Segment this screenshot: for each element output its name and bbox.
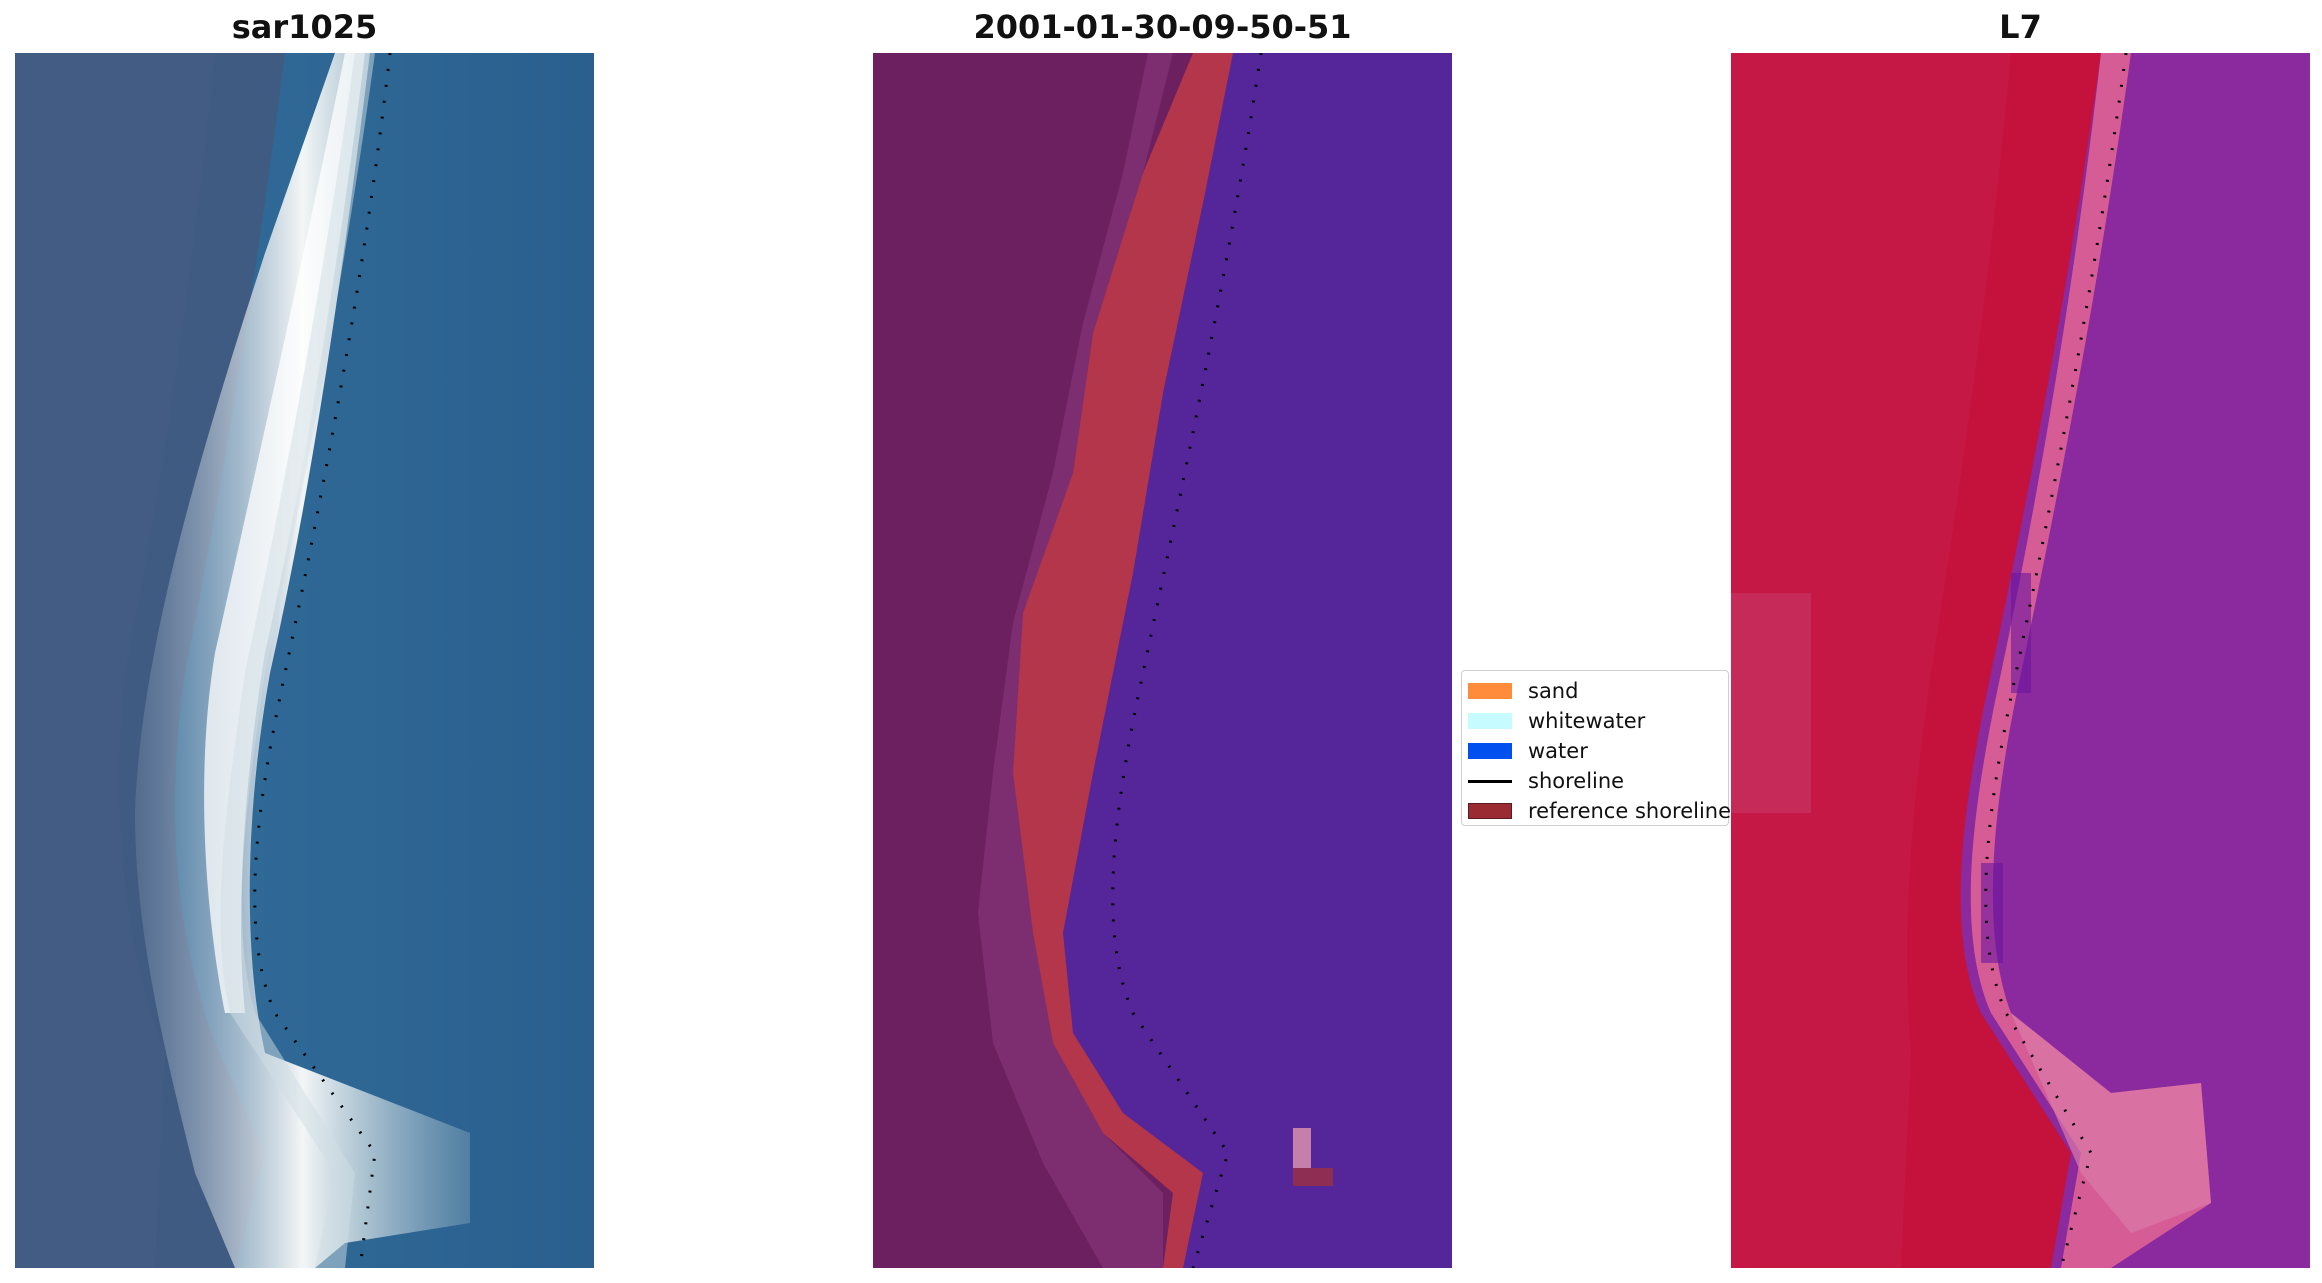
legend-swatch-shoreline — [1468, 773, 1512, 789]
legend-swatch-sand — [1468, 683, 1512, 699]
legend-label-whitewater: whitewater — [1528, 709, 1646, 733]
rgb-satellite-image — [15, 53, 594, 1268]
legend-item-shoreline: shoreline — [1468, 769, 1624, 793]
legend-label-water: water — [1528, 739, 1588, 763]
false-color-image-svg — [1731, 53, 2310, 1268]
false-color-image — [1731, 53, 2310, 1268]
legend-item-sand: sand — [1468, 679, 1578, 703]
legend-item-reference-shoreline: reference shoreline — [1468, 799, 1731, 823]
panel-title-rgb: sar1025 — [231, 8, 378, 46]
legend-label-reference-shoreline: reference shoreline — [1528, 799, 1732, 823]
legend-item-water: water — [1468, 739, 1588, 763]
legend-swatch-whitewater — [1468, 713, 1512, 729]
legend-swatch-reference-shoreline — [1468, 803, 1512, 819]
classified-image — [873, 53, 1452, 1268]
panel-title-classified: 2001-01-30-09-50-51 — [973, 8, 1352, 46]
panel-title-false-color: L7 — [1999, 8, 2042, 46]
legend-label-sand: sand — [1528, 679, 1579, 703]
classified-image-svg — [873, 53, 1452, 1268]
legend-item-whitewater: whitewater — [1468, 709, 1645, 733]
legend-swatch-water — [1468, 743, 1512, 759]
legend-label-shoreline: shoreline — [1528, 769, 1625, 793]
legend: sand whitewater water shoreline referenc… — [1461, 670, 1731, 826]
sand-region — [1013, 53, 1233, 1268]
rgb-image-svg — [15, 53, 594, 1268]
